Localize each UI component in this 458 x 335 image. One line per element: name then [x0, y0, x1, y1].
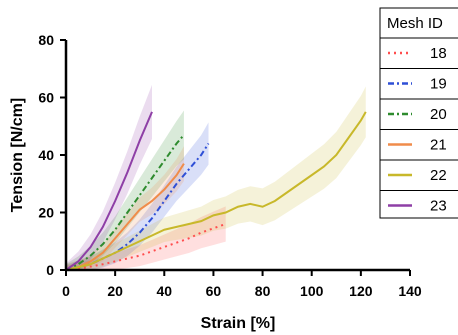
x-axis-title: Strain [%]	[201, 315, 276, 332]
y-tick-label: 40	[38, 147, 54, 163]
series-23-line	[65, 111, 153, 271]
series-19-line	[65, 142, 210, 271]
x-tick-label: 60	[206, 283, 222, 299]
y-tick-label: 20	[38, 205, 54, 221]
legend-label-22: 22	[430, 167, 447, 184]
series-lines	[65, 111, 367, 271]
series-21-line	[65, 163, 185, 271]
x-tick-label: 0	[62, 283, 70, 299]
x-tick-label: 20	[107, 283, 123, 299]
legend-label-23: 23	[430, 198, 447, 215]
x-tick-label: 80	[255, 283, 271, 299]
y-ticks: 0 20 40 60 80	[38, 32, 66, 278]
x-tick-label: 120	[349, 283, 373, 299]
legend-label-20: 20	[430, 106, 447, 123]
x-tick-label: 40	[156, 283, 172, 299]
series-20-line	[65, 134, 185, 271]
series-18-band	[66, 206, 226, 270]
y-tick-label: 0	[46, 262, 54, 278]
legend: Mesh ID 18 19 20 21 22 23	[379, 7, 458, 219]
legend-label-21: 21	[430, 137, 447, 154]
x-tick-label: 100	[300, 283, 324, 299]
series-18-line	[65, 223, 227, 271]
y-tick-label: 60	[38, 90, 54, 106]
series-19-band	[66, 122, 209, 271]
legend-title: Mesh ID	[387, 15, 443, 32]
x-ticks: 0 20 40 60 80 100 120 140	[62, 270, 422, 299]
y-tick-label: 80	[38, 32, 54, 48]
legend-label-19: 19	[430, 76, 447, 93]
series-22-line	[65, 111, 367, 271]
x-tick-label: 140	[398, 283, 422, 299]
legend-label-18: 18	[430, 45, 447, 62]
y-axis-title: Tension [N/cm]	[9, 98, 26, 212]
